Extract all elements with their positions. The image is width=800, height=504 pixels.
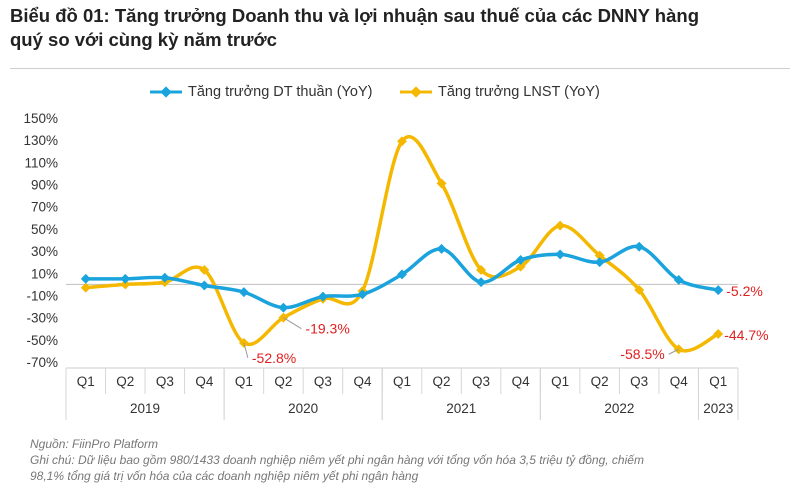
revenue-point bbox=[278, 302, 289, 313]
revenue-point bbox=[673, 274, 684, 285]
x-tick-label: Q1 bbox=[235, 374, 253, 389]
revenue-point bbox=[357, 289, 368, 300]
revenue-point bbox=[80, 273, 91, 284]
revenue-point bbox=[238, 287, 249, 298]
profit-point bbox=[713, 328, 724, 339]
annotation-leader bbox=[283, 317, 302, 330]
year-label: 2019 bbox=[130, 401, 160, 416]
source-note: Nguồn: FiinPro Platform bbox=[30, 437, 159, 451]
y-tick-label: 90% bbox=[31, 178, 58, 193]
revenue-point bbox=[159, 272, 170, 283]
year-label: 2020 bbox=[288, 401, 318, 416]
x-tick-label: Q2 bbox=[591, 374, 609, 389]
revenue-point bbox=[199, 280, 210, 291]
x-tick-label: Q2 bbox=[433, 374, 451, 389]
legend-label-revenue: Tăng trưởng DT thuần (YoY) bbox=[188, 84, 373, 100]
x-tick-label: Q3 bbox=[472, 374, 490, 389]
x-tick-label: Q1 bbox=[709, 374, 727, 389]
annotation-leader bbox=[243, 342, 249, 359]
profit-growth-line bbox=[84, 135, 720, 353]
chart-footer: Nguồn: FiinPro Platform Ghi chú: Dữ liệu… bbox=[30, 436, 790, 484]
y-tick-label: 150% bbox=[23, 111, 58, 126]
year-label: 2022 bbox=[604, 401, 634, 416]
x-tick-label: Q2 bbox=[116, 374, 134, 389]
revenue-point bbox=[594, 257, 605, 268]
revenue-point bbox=[476, 277, 487, 288]
x-tick-label: Q3 bbox=[630, 374, 648, 389]
revenue-point bbox=[634, 241, 645, 252]
profit-point bbox=[436, 178, 447, 189]
profit-point bbox=[199, 264, 210, 275]
year-label: 2021 bbox=[446, 401, 476, 416]
chart-legend: Tăng trưởng DT thuần (YoY) Tăng trưởng L… bbox=[0, 84, 800, 104]
revenue-point bbox=[397, 269, 407, 280]
x-tick-label: Q2 bbox=[274, 374, 292, 389]
revenue-point bbox=[120, 273, 131, 284]
line-chart: 150% 130% 110% 90% 70% 50% 30% 10% -10% -30% -50% -… bbox=[23, 111, 769, 420]
year-label: 2023 bbox=[703, 401, 733, 416]
x-tick-label: Q3 bbox=[156, 374, 174, 389]
title-divider bbox=[10, 68, 790, 69]
x-tick-label: Q4 bbox=[670, 374, 689, 389]
y-tick-label: -10% bbox=[26, 288, 58, 303]
profit-point bbox=[555, 220, 566, 231]
revenue-point bbox=[436, 243, 447, 254]
profit-point bbox=[476, 264, 487, 275]
chart-title: Biểu đồ 01: Tăng trưởng Doanh thu và lợi… bbox=[10, 5, 699, 50]
profit-point bbox=[397, 136, 407, 147]
y-tick-label: 30% bbox=[31, 244, 58, 259]
data-label: -44.7% bbox=[724, 327, 768, 343]
y-tick-label: -50% bbox=[26, 333, 58, 348]
profit-point bbox=[515, 261, 526, 272]
data-label: -52.8% bbox=[252, 350, 296, 366]
y-tick-label: 130% bbox=[23, 133, 58, 148]
x-tick-label: Q4 bbox=[353, 374, 372, 389]
x-tick-label: Q1 bbox=[77, 374, 95, 389]
y-tick-label: 10% bbox=[31, 266, 58, 281]
x-tick-label: Q4 bbox=[512, 374, 531, 389]
y-tick-label: -30% bbox=[26, 311, 58, 326]
y-tick-label: -70% bbox=[26, 355, 58, 370]
y-tick-label: 50% bbox=[31, 222, 58, 237]
revenue-point bbox=[713, 285, 724, 296]
data-label: -58.5% bbox=[620, 346, 664, 362]
data-label: -5.2% bbox=[726, 283, 763, 299]
legend-swatch-revenue bbox=[150, 86, 182, 98]
profit-point bbox=[594, 250, 605, 261]
profit-point bbox=[634, 284, 645, 295]
revenue-point bbox=[515, 255, 526, 265]
data-label: -19.3% bbox=[305, 321, 349, 337]
legend-item-profit: Tăng trưởng LNST (YoY) bbox=[400, 84, 600, 100]
revenue-point bbox=[555, 249, 566, 260]
footnote-line-2: 98,1% tổng giá trị vốn hóa của các doanh… bbox=[30, 469, 419, 483]
y-tick-label: 110% bbox=[24, 155, 58, 170]
annotation-leader bbox=[668, 348, 679, 355]
legend-label-profit: Tăng trưởng LNST (YoY) bbox=[438, 84, 600, 100]
x-tick-label: Q3 bbox=[314, 374, 332, 389]
footnote-line-1: Ghi chú: Dữ liệu bao gồm 980/1433 doanh … bbox=[30, 453, 644, 467]
x-tick-label: Q1 bbox=[551, 374, 569, 389]
x-tick-label: Q1 bbox=[393, 374, 411, 389]
legend-swatch-profit bbox=[400, 86, 432, 98]
legend-item-revenue: Tăng trưởng DT thuần (YoY) bbox=[150, 84, 372, 100]
y-tick-label: 70% bbox=[31, 200, 58, 215]
x-tick-label: Q4 bbox=[195, 374, 214, 389]
revenue-point bbox=[317, 291, 328, 302]
